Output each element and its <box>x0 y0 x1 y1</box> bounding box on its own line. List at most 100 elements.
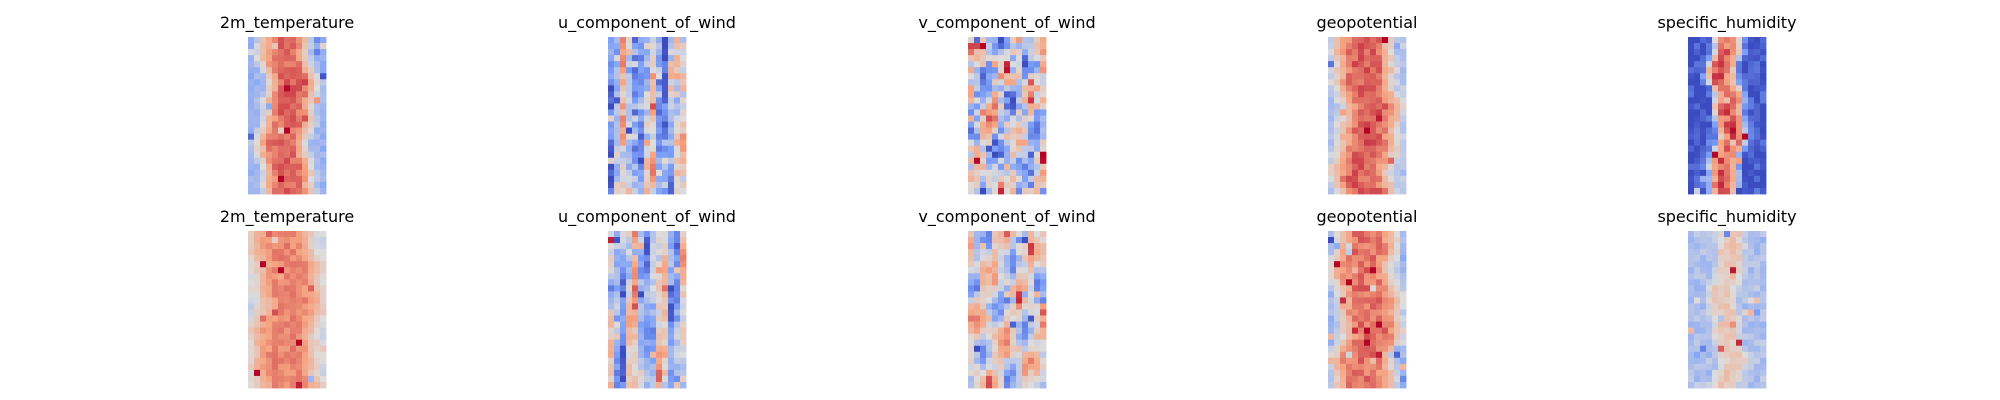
heatmap-cell <box>662 169 669 177</box>
heatmap-cell <box>1736 187 1743 195</box>
heatmap-cell <box>1388 85 1395 92</box>
heatmap-cell <box>1718 79 1725 86</box>
heatmap-cell <box>1376 375 1383 383</box>
heatmap-cell <box>1028 357 1035 365</box>
heatmap-cell <box>632 115 639 122</box>
heatmap-cell <box>644 181 651 189</box>
heatmap-cell <box>1748 61 1755 68</box>
heatmap-cell <box>320 61 327 68</box>
heatmap-cell <box>272 139 279 147</box>
heatmap-cell <box>1718 139 1725 147</box>
heatmap-cell <box>998 151 1005 159</box>
heatmap-cell <box>998 309 1005 316</box>
heatmap-cell <box>1028 321 1035 329</box>
heatmap-cell <box>1718 291 1725 298</box>
heatmap-cell <box>1742 187 1749 195</box>
heatmap-cell <box>998 273 1005 280</box>
heatmap-cell <box>1334 231 1341 238</box>
heatmap-cell <box>1376 285 1383 292</box>
heatmap-cell <box>1364 115 1371 122</box>
heatmap-cell <box>1388 273 1395 280</box>
heatmap-cell <box>1016 79 1023 86</box>
heatmap-cell <box>1352 237 1359 244</box>
heatmap-cell <box>290 73 297 80</box>
heatmap-cell <box>320 175 327 183</box>
heatmap-cell <box>1718 261 1725 268</box>
heatmap-cell <box>284 139 291 147</box>
heatmap-cell <box>662 97 669 104</box>
heatmap-cell <box>974 115 981 122</box>
heatmap-cell <box>968 151 975 159</box>
heatmap-cell <box>656 327 663 335</box>
heatmap-cell <box>650 145 657 153</box>
heatmap-cell <box>974 79 981 86</box>
heatmap-cell <box>644 49 651 56</box>
heatmap-cell <box>1700 351 1707 359</box>
heatmap-cell <box>1028 49 1035 56</box>
heatmap-cell <box>254 67 261 74</box>
heatmap-cell <box>1034 285 1041 292</box>
heatmap-cell <box>668 151 675 159</box>
heatmap-cell <box>1706 255 1713 262</box>
heatmap-cell <box>272 261 279 268</box>
heatmap-cell <box>1382 55 1389 62</box>
heatmap-cell <box>260 97 267 104</box>
heatmap-cell <box>980 321 987 329</box>
heatmap-cell <box>1328 279 1335 286</box>
heatmap-cell <box>1742 375 1749 383</box>
heatmap-cell <box>620 49 627 56</box>
heatmap-cell <box>1370 327 1377 335</box>
heatmap-cell <box>296 267 303 274</box>
heatmap-cell <box>1382 303 1389 310</box>
heatmap-cell <box>1004 49 1011 56</box>
heatmap-cell <box>314 363 321 371</box>
heatmap-cell <box>290 327 297 335</box>
heatmap-cell <box>1040 345 1047 353</box>
heatmap-cell <box>266 267 273 274</box>
heatmap-cell <box>1706 103 1713 110</box>
heatmap-cell <box>314 103 321 110</box>
heatmap-cell <box>290 43 297 50</box>
heatmap-cell <box>1034 249 1041 256</box>
heatmap-cell <box>1748 109 1755 116</box>
heatmap-cell <box>1040 255 1047 262</box>
heatmap-cell <box>266 49 273 56</box>
heatmap-cell <box>992 279 999 286</box>
heatmap-cell <box>1364 237 1371 244</box>
heatmap-cell <box>680 157 687 165</box>
heatmap-cell <box>266 327 273 335</box>
heatmap-cell <box>680 145 687 153</box>
heatmap-cell <box>620 79 627 86</box>
heatmap-cell <box>1400 49 1407 56</box>
heatmap-cell <box>968 267 975 274</box>
heatmap-cell <box>1724 85 1731 92</box>
heatmap-cell <box>656 91 663 98</box>
heatmap-cell <box>248 151 255 159</box>
heatmap-cell <box>680 97 687 104</box>
heatmap-cell <box>266 357 273 365</box>
heatmap-cell <box>656 139 663 147</box>
heatmap-cell <box>1352 67 1359 74</box>
heatmap-cell <box>248 237 255 244</box>
heatmap-cell <box>608 109 615 116</box>
heatmap-cell <box>1760 321 1767 329</box>
heatmap-cell <box>1718 279 1725 286</box>
heatmap-cell <box>1382 381 1389 389</box>
heatmap-cell <box>650 309 657 316</box>
heatmap-cell <box>632 333 639 341</box>
heatmap-cell <box>278 369 285 377</box>
heatmap-cell <box>608 309 615 316</box>
heatmap-cell <box>1688 291 1695 298</box>
heatmap-cell <box>1742 231 1749 238</box>
heatmap-cell <box>1694 321 1701 329</box>
heatmap-cell <box>1382 49 1389 56</box>
heatmap-cell <box>296 157 303 165</box>
heatmap-cell <box>1016 285 1023 292</box>
heatmap-cell <box>662 297 669 304</box>
heatmap-cell <box>1718 303 1725 310</box>
heatmap-cell <box>1748 339 1755 347</box>
heatmap-cell <box>1376 237 1383 244</box>
heatmap-cell <box>644 243 651 250</box>
heatmap-cell <box>1016 369 1023 377</box>
heatmap-cell <box>626 151 633 159</box>
